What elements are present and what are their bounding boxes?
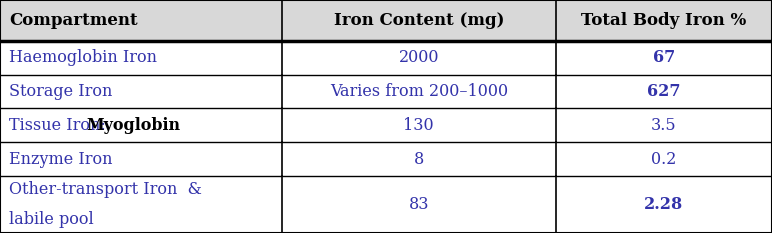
Text: Myoglobin: Myoglobin bbox=[86, 117, 181, 134]
Text: 0.2: 0.2 bbox=[652, 151, 676, 168]
Text: 83: 83 bbox=[408, 196, 429, 213]
Text: 3.5: 3.5 bbox=[651, 117, 677, 134]
Text: 67: 67 bbox=[653, 49, 675, 66]
Text: Storage Iron: Storage Iron bbox=[9, 83, 113, 100]
Text: Other-transport Iron  &: Other-transport Iron & bbox=[9, 181, 202, 198]
Text: Total Body Iron %: Total Body Iron % bbox=[581, 12, 747, 29]
Text: Enzyme Iron: Enzyme Iron bbox=[9, 151, 113, 168]
Text: 130: 130 bbox=[404, 117, 434, 134]
Text: labile pool: labile pool bbox=[9, 211, 94, 228]
Text: Compartment: Compartment bbox=[9, 12, 138, 29]
Text: 2.28: 2.28 bbox=[645, 196, 683, 213]
Text: Varies from 200–1000: Varies from 200–1000 bbox=[330, 83, 508, 100]
Text: 2000: 2000 bbox=[398, 49, 439, 66]
Bar bbox=[0, 0, 772, 41]
Text: Haemoglobin Iron: Haemoglobin Iron bbox=[9, 49, 157, 66]
Text: Tissue Iron:: Tissue Iron: bbox=[9, 117, 117, 134]
Text: 627: 627 bbox=[647, 83, 681, 100]
Text: 8: 8 bbox=[414, 151, 424, 168]
Text: Iron Content (mg): Iron Content (mg) bbox=[334, 12, 504, 29]
